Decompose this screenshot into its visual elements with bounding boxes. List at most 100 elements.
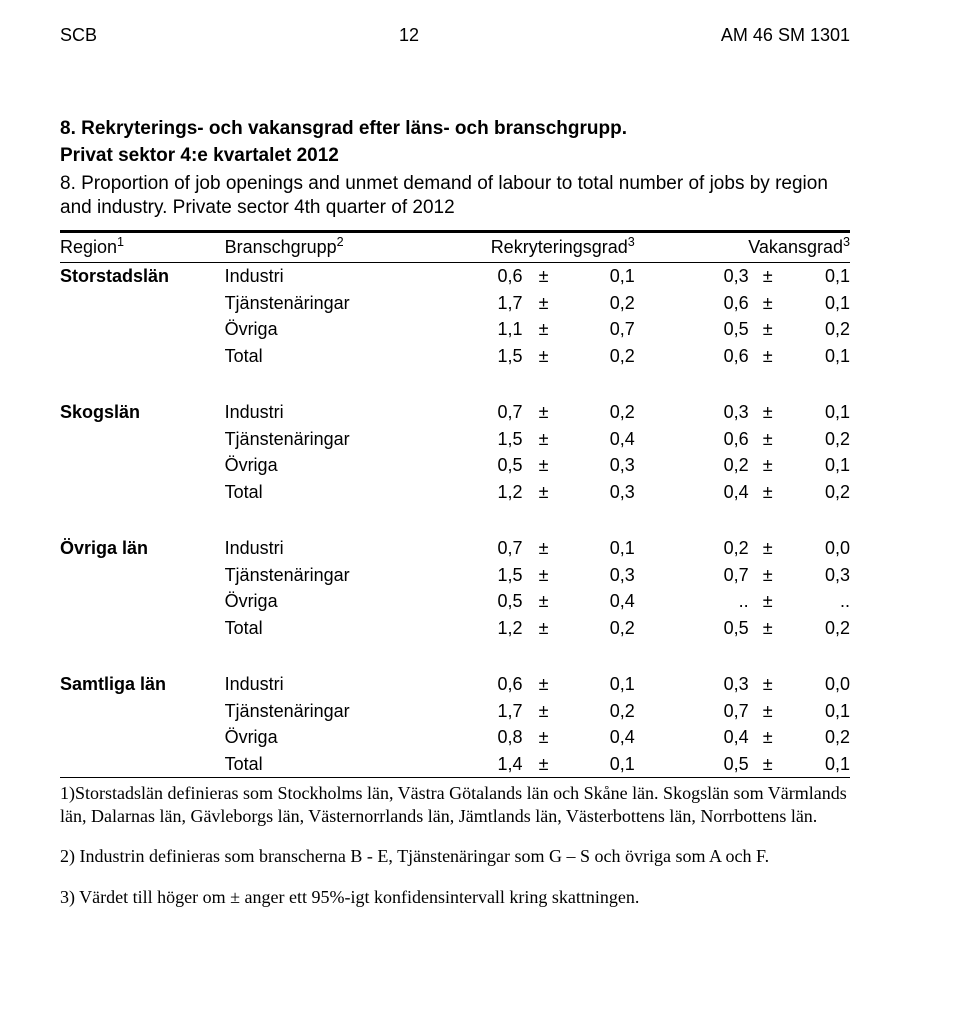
table-row: Tjänstenäringar1,7±0,20,6±0,1	[60, 290, 850, 317]
gap	[635, 615, 686, 642]
plus-minus-icon: ±	[523, 263, 565, 290]
cell-rekryteringsgrad-value: 1,2	[452, 479, 522, 506]
cell-branch: Total	[225, 615, 453, 642]
footnotes: 1)Storstadslän definieras som Stockholms…	[60, 782, 850, 908]
cell-region: Samtliga län	[60, 671, 225, 698]
footnote-2: 2) Industrin definieras som branscherna …	[60, 845, 850, 868]
title-english: 8. Proportion of job openings and unmet …	[60, 172, 850, 220]
cell-branch: Total	[225, 343, 453, 370]
cell-rekryteringsgrad-value: 1,7	[452, 290, 522, 317]
table-header-row: Region1 Branschgrupp2 Rekryteringsgrad3 …	[60, 231, 850, 263]
cell-branch: Industri	[225, 535, 453, 562]
page-header: SCB 12 AM 46 SM 1301	[60, 24, 850, 47]
cell-rekryteringsgrad-value: 0,6	[452, 671, 522, 698]
cell-vakansgrad-value: 0,2	[685, 535, 748, 562]
plus-minus-icon: ±	[749, 290, 787, 317]
cell-vakansgrad-value: 0,4	[685, 479, 748, 506]
gap	[635, 562, 686, 589]
cell-vakansgrad-value: 0,3	[685, 263, 748, 290]
cell-rekryteringsgrad-ci: 0,2	[565, 615, 635, 642]
cell-rekryteringsgrad-value: 1,4	[452, 751, 522, 778]
col-region: Region1	[60, 231, 225, 263]
cell-region	[60, 751, 225, 778]
cell-vakansgrad-ci: 0,1	[787, 698, 850, 725]
cell-vakansgrad-ci: 0,1	[787, 263, 850, 290]
cell-rekryteringsgrad-ci: 0,2	[565, 343, 635, 370]
cell-vakansgrad-ci: 0,1	[787, 290, 850, 317]
plus-minus-icon: ±	[749, 399, 787, 426]
gap	[635, 343, 686, 370]
cell-rekryteringsgrad-value: 0,5	[452, 452, 522, 479]
table-row: Total1,2±0,20,5±0,2	[60, 615, 850, 642]
cell-region	[60, 426, 225, 453]
plus-minus-icon: ±	[523, 724, 565, 751]
gap	[635, 426, 686, 453]
cell-rekryteringsgrad-ci: 0,2	[565, 698, 635, 725]
cell-rekryteringsgrad-value: 1,5	[452, 562, 522, 589]
plus-minus-icon: ±	[523, 452, 565, 479]
plus-minus-icon: ±	[749, 615, 787, 642]
footnote-1: 1)Storstadslän definieras som Stockholms…	[60, 782, 850, 827]
cell-vakansgrad-ci: 0,2	[787, 426, 850, 453]
table-row: Total1,4±0,10,5±0,1	[60, 751, 850, 778]
cell-rekryteringsgrad-ci: 0,4	[565, 724, 635, 751]
cell-rekryteringsgrad-value: 1,7	[452, 698, 522, 725]
title-swedish-line1: 8. Rekryterings- och vakansgrad efter lä…	[60, 117, 850, 141]
table-row: Övriga0,5±0,30,2±0,1	[60, 452, 850, 479]
gap	[635, 452, 686, 479]
plus-minus-icon: ±	[749, 724, 787, 751]
cell-vakansgrad-ci: 0,1	[787, 751, 850, 778]
cell-branch: Total	[225, 479, 453, 506]
cell-rekryteringsgrad-value: 1,5	[452, 343, 522, 370]
col-vakansgrad: Vakansgrad3	[685, 231, 850, 263]
cell-branch: Total	[225, 751, 453, 778]
cell-branch: Övriga	[225, 724, 453, 751]
plus-minus-icon: ±	[523, 671, 565, 698]
cell-rekryteringsgrad-ci: 0,3	[565, 562, 635, 589]
cell-rekryteringsgrad-value: 1,2	[452, 615, 522, 642]
cell-rekryteringsgrad-ci: 0,1	[565, 751, 635, 778]
cell-region	[60, 290, 225, 317]
cell-vakansgrad-ci: 0,2	[787, 479, 850, 506]
cell-vakansgrad-value: 0,6	[685, 290, 748, 317]
plus-minus-icon: ±	[749, 562, 787, 589]
cell-region	[60, 316, 225, 343]
table-row: StorstadslänIndustri0,6±0,10,3±0,1	[60, 263, 850, 290]
plus-minus-icon: ±	[523, 426, 565, 453]
cell-region	[60, 615, 225, 642]
cell-vakansgrad-value: 0,3	[685, 399, 748, 426]
table-row: SkogslänIndustri0,7±0,20,3±0,1	[60, 399, 850, 426]
spacer-row	[60, 369, 850, 399]
cell-vakansgrad-value: 0,7	[685, 562, 748, 589]
plus-minus-icon: ±	[749, 316, 787, 343]
cell-rekryteringsgrad-ci: 0,2	[565, 290, 635, 317]
cell-vakansgrad-value: 0,5	[685, 316, 748, 343]
plus-minus-icon: ±	[749, 698, 787, 725]
col-branch: Branschgrupp2	[225, 231, 453, 263]
plus-minus-icon: ±	[749, 343, 787, 370]
plus-minus-icon: ±	[523, 751, 565, 778]
gap	[635, 751, 686, 778]
footnote-3: 3) Värdet till höger om ± anger ett 95%-…	[60, 886, 850, 909]
table-row: Total1,2±0,30,4±0,2	[60, 479, 850, 506]
cell-branch: Tjänstenäringar	[225, 290, 453, 317]
cell-branch: Övriga	[225, 452, 453, 479]
table-row: Övriga0,8±0,40,4±0,2	[60, 724, 850, 751]
gap	[635, 588, 686, 615]
gap	[635, 399, 686, 426]
cell-vakansgrad-value: 0,5	[685, 615, 748, 642]
plus-minus-icon: ±	[523, 615, 565, 642]
gap	[635, 290, 686, 317]
gap	[635, 316, 686, 343]
plus-minus-icon: ±	[749, 588, 787, 615]
spacer-row	[60, 505, 850, 535]
col-rekryteringsgrad: Rekryteringsgrad3	[452, 231, 634, 263]
plus-minus-icon: ±	[523, 479, 565, 506]
cell-region	[60, 479, 225, 506]
cell-region	[60, 724, 225, 751]
plus-minus-icon: ±	[523, 316, 565, 343]
cell-branch: Övriga	[225, 316, 453, 343]
plus-minus-icon: ±	[523, 535, 565, 562]
table-row: Tjänstenäringar1,5±0,40,6±0,2	[60, 426, 850, 453]
cell-rekryteringsgrad-value: 1,5	[452, 426, 522, 453]
